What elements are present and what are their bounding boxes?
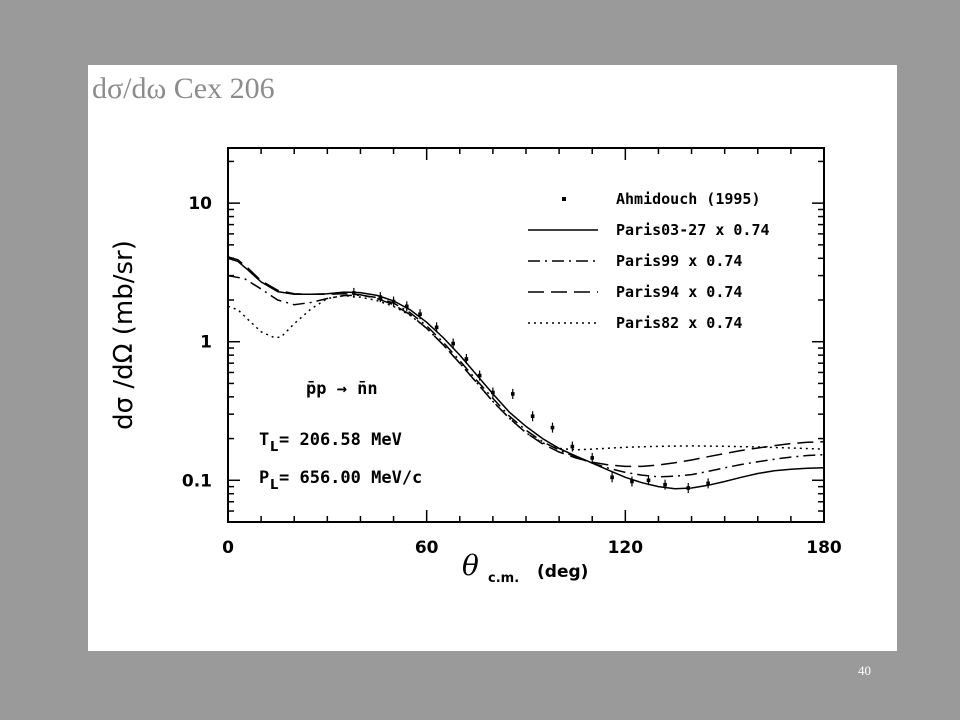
- legend-label: Paris99 x 0.74: [616, 252, 742, 270]
- pl-value: = 656.00 MeV/c: [279, 468, 422, 488]
- y-tick-label: 10: [188, 194, 212, 214]
- legend-label: Paris94 x 0.74: [616, 283, 742, 301]
- data-point: [646, 478, 651, 483]
- slide-title: dσ/dω Cex 206: [92, 72, 275, 105]
- legend-marker: [562, 197, 566, 201]
- data-point: [550, 425, 555, 430]
- y-tick-label: 1: [200, 333, 212, 353]
- x-tick-label: 60: [415, 538, 439, 558]
- data-point: [418, 312, 422, 316]
- tl-annotation: T L = 206.58 MeV: [259, 430, 402, 455]
- axis-ticks: [227, 148, 825, 523]
- y-tick-label: 0.1: [182, 471, 212, 491]
- pl-label: P: [259, 468, 269, 488]
- data-point: [477, 373, 482, 378]
- series-line: [227, 294, 825, 451]
- data-point: [630, 479, 634, 484]
- pl-sub: L: [270, 478, 278, 493]
- series-line: [227, 256, 825, 468]
- x-axis-label: θ: [462, 549, 479, 582]
- data-point: [530, 414, 535, 419]
- tl-sub: L: [270, 440, 278, 455]
- legend-label: Paris03-27 x 0.74: [616, 221, 770, 239]
- x-tick-label: 0: [222, 538, 234, 558]
- y-axis-label: dσ /dΩ (mb/sr): [109, 240, 139, 430]
- data-point: [464, 357, 469, 361]
- x-tick-label: 180: [806, 538, 842, 558]
- axis-tick-labels: 0 60 120 180 0.1 1 10: [182, 194, 842, 558]
- legend: Ahmidouch (1995) Paris03-27 x 0.74 Paris99…: [528, 190, 770, 332]
- data-point: [610, 475, 614, 480]
- tl-value: = 206.58 MeV: [279, 430, 402, 450]
- page-number: 40: [858, 663, 871, 678]
- slide-panel: [88, 65, 897, 651]
- data-point: [570, 444, 575, 449]
- data-point: [405, 304, 409, 309]
- data-point: [434, 325, 439, 330]
- data-point: [590, 456, 595, 460]
- legend-label: Ahmidouch (1995): [616, 190, 761, 208]
- x-tick-label: 120: [608, 538, 644, 558]
- data-point: [510, 392, 515, 396]
- pl-annotation: P L = 656.00 MeV/c: [259, 468, 422, 493]
- data-point: [451, 341, 455, 346]
- x-axis-label-sub: c.m.: [488, 571, 519, 586]
- data-point: [663, 482, 667, 487]
- tl-label: T: [259, 430, 269, 450]
- series-layer: [227, 256, 825, 493]
- legend-label: Paris82 x 0.74: [616, 314, 742, 332]
- data-point: [491, 390, 495, 395]
- reaction-annotation: p̄p → n̄n: [306, 379, 378, 399]
- series-line: [227, 274, 825, 478]
- x-axis-label-unit: (deg): [537, 562, 588, 582]
- data-point: [706, 481, 710, 486]
